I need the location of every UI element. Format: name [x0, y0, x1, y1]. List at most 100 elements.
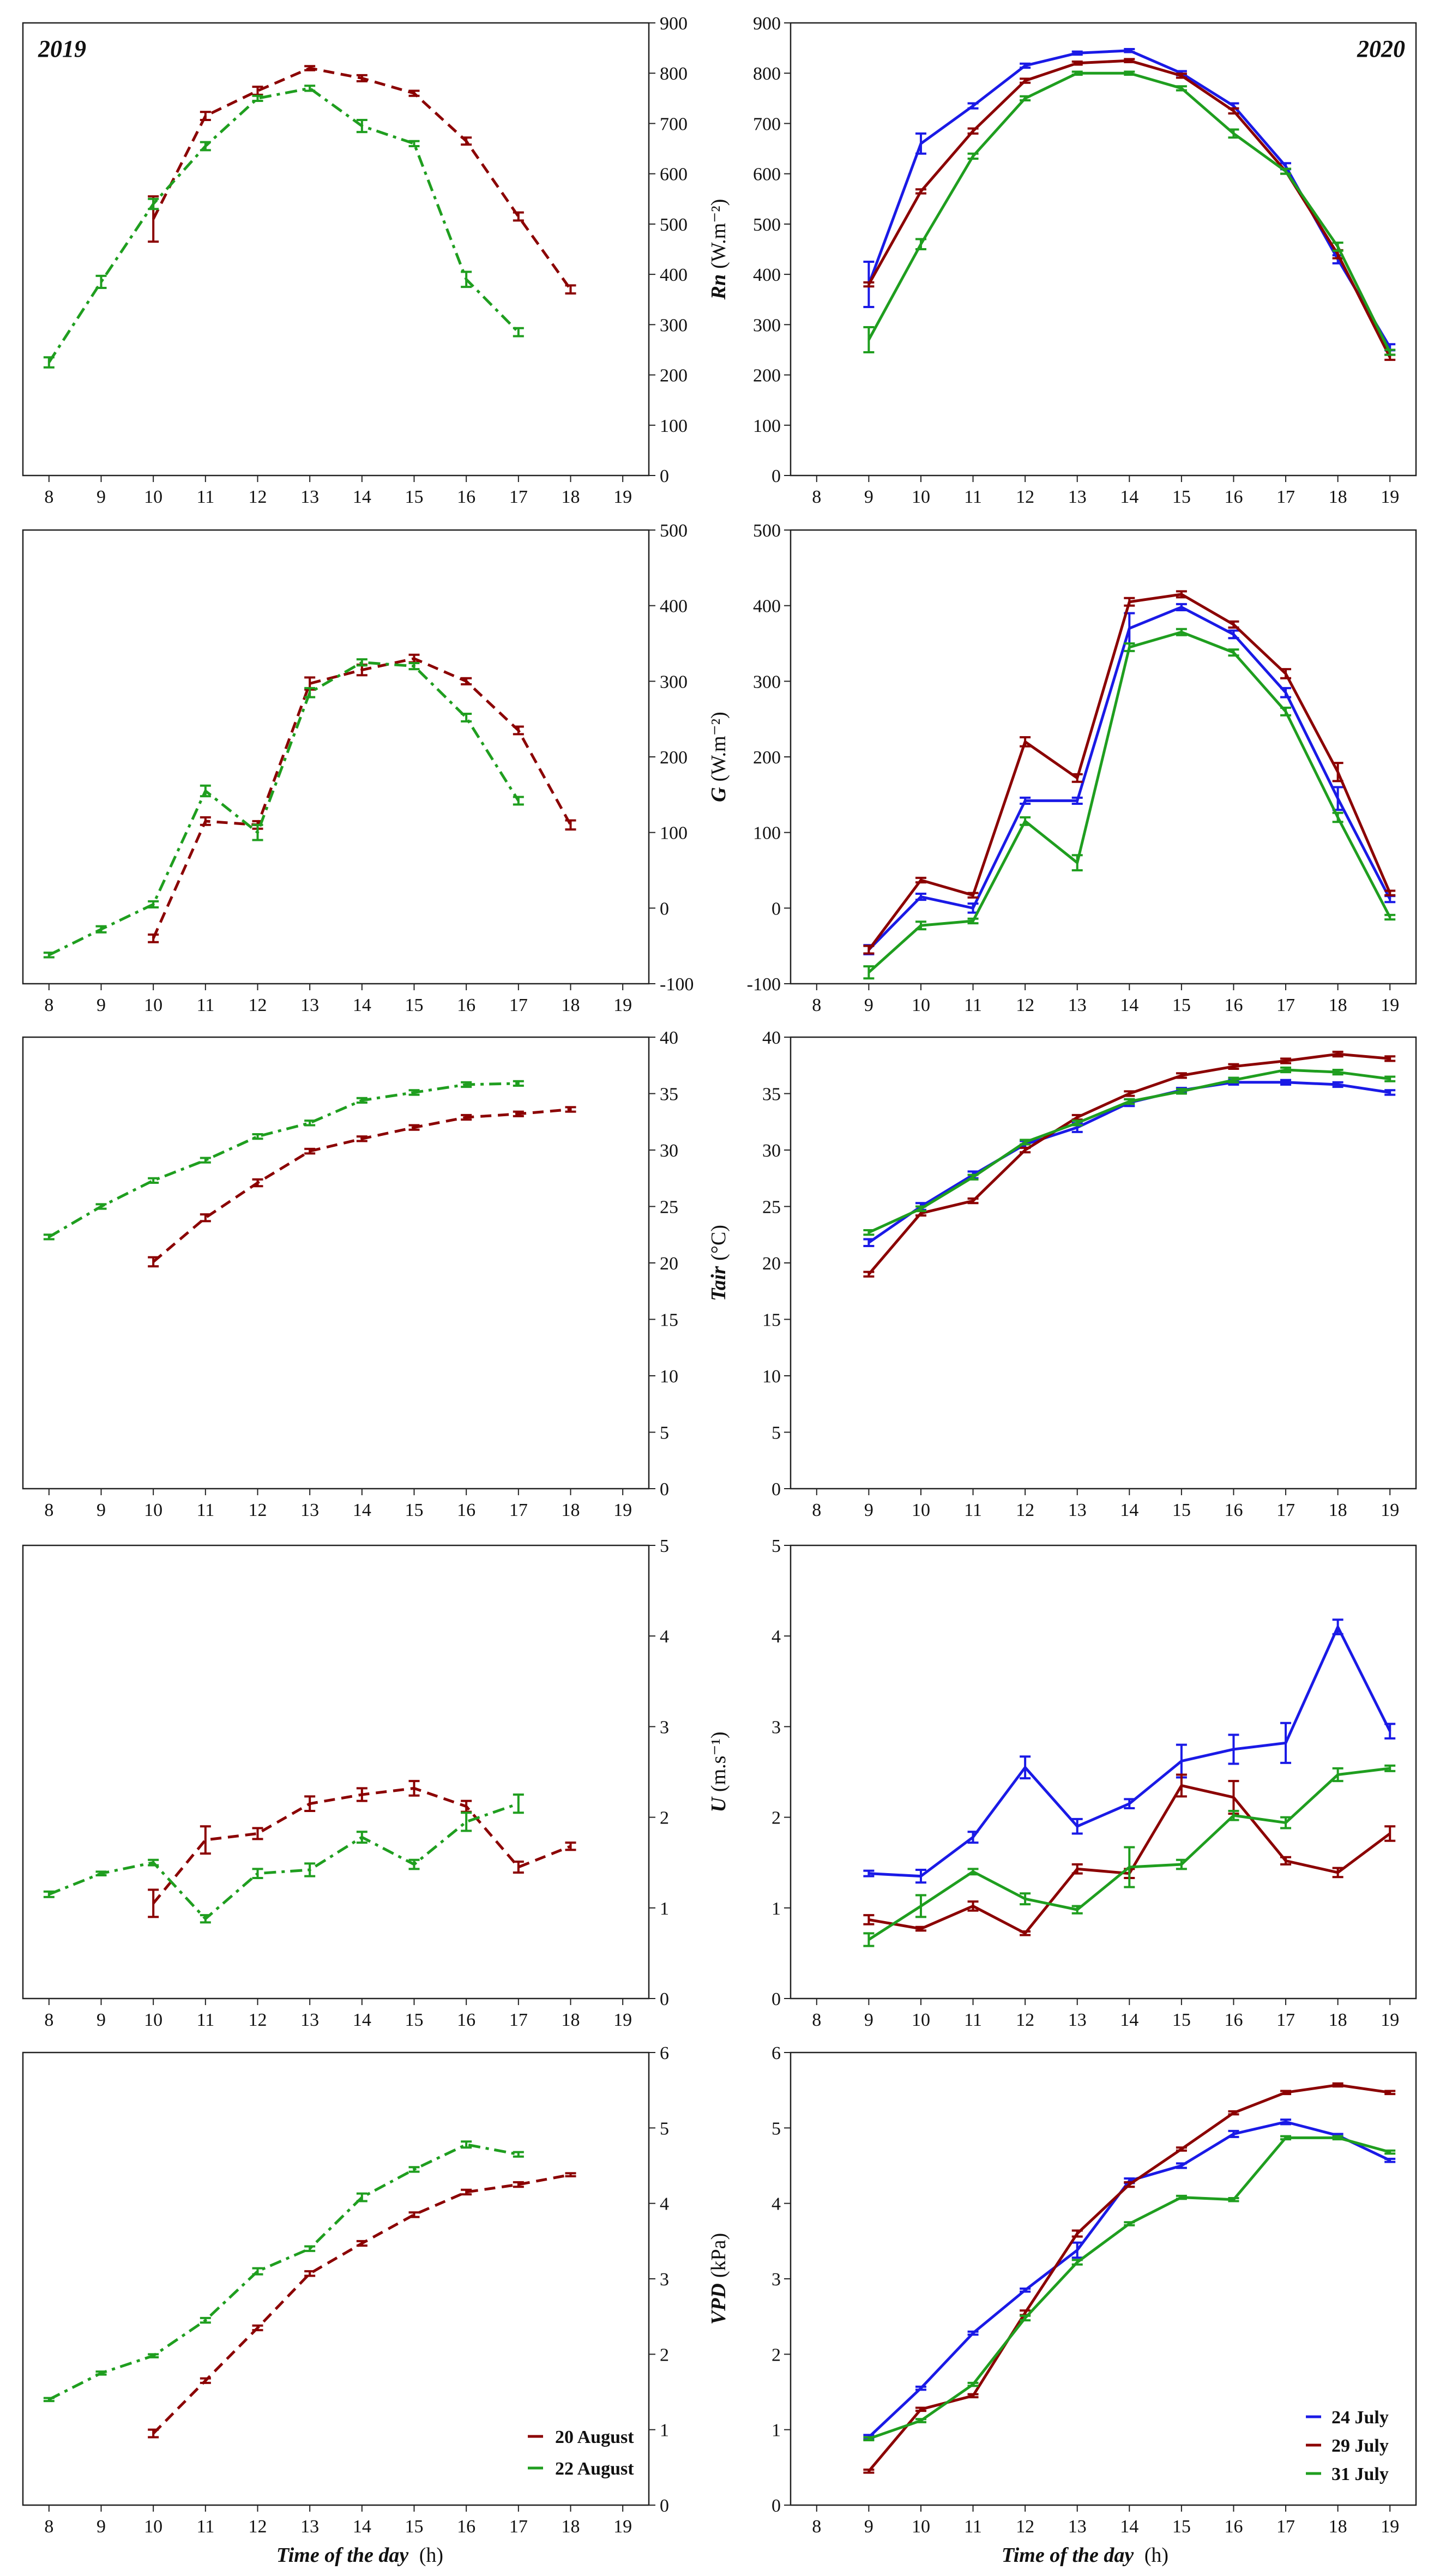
x-tick-label: 8	[812, 995, 821, 1015]
legend-label-22-august: 22 August	[555, 2459, 634, 2479]
y-tick-label: 2	[660, 1808, 669, 1828]
x-axis-title-2019: Time of the day (h)	[276, 2544, 443, 2567]
x-tick-label: 15	[1172, 1500, 1191, 1520]
series-22-august	[43, 2140, 524, 2403]
error-bar	[408, 1124, 420, 1131]
error-bar	[1124, 597, 1135, 607]
x-tick-label: 12	[1016, 995, 1034, 1015]
error-bar	[513, 1110, 524, 1117]
series-line	[47, 87, 520, 363]
error-bar	[1332, 1767, 1343, 1783]
error-bar	[1176, 2162, 1187, 2169]
error-bar	[513, 211, 524, 222]
y-tick-label: 100	[660, 823, 688, 844]
error-bar	[863, 1229, 875, 1236]
y-tick-label: 6	[772, 2043, 781, 2063]
y-label-symbol: VPD	[707, 2283, 730, 2325]
y-tick-label: 300	[660, 315, 688, 335]
y-tick-label: 700	[753, 114, 781, 134]
x-tick-label: 12	[249, 1500, 267, 1520]
y-tick-label: -100	[660, 974, 694, 995]
error-bar	[1384, 1089, 1396, 1096]
x-tick-label: 13	[300, 2517, 319, 2537]
error-bar	[1020, 2314, 1031, 2322]
x-tick-label: 10	[144, 2010, 162, 2030]
legend-2020: 24 July 29 July 31 July	[1306, 2408, 1389, 2484]
x-tick-label: 16	[1224, 487, 1243, 507]
y-tick-label: 0	[660, 1479, 669, 1500]
x-tick-label: 16	[457, 2010, 475, 2030]
x-tick-label: 8	[812, 1500, 821, 1520]
y-tick-label: 20	[660, 1254, 678, 1274]
error-bar	[513, 1080, 524, 1087]
x-tick-label: 14	[1120, 2517, 1138, 2537]
error-bar	[915, 920, 926, 931]
error-bar	[565, 819, 576, 831]
x-tick-label: 17	[509, 995, 528, 1015]
error-bar	[1280, 1856, 1292, 1866]
error-bar	[967, 2330, 979, 2336]
error-bar	[1384, 2149, 1396, 2155]
x-tick-label: 14	[353, 2010, 371, 2030]
y-tick-label: 900	[753, 14, 781, 34]
x-axis-title-2020: Time of the day (h)	[1002, 2544, 1168, 2567]
x-tick-label: 11	[964, 2010, 982, 2030]
x-tick-label: 18	[1329, 2517, 1347, 2537]
y-axis-label: Tair (°C)	[707, 1225, 730, 1301]
legend-label-24-july: 24 July	[1331, 2408, 1389, 2428]
series-22-august	[43, 1080, 524, 1241]
error-bar	[200, 141, 211, 152]
error-bar	[513, 2181, 524, 2188]
x-tick-label: 19	[613, 995, 632, 1015]
error-bar	[1228, 1063, 1239, 1070]
series-29-july	[863, 590, 1396, 955]
x-tick-label: 12	[1016, 487, 1034, 507]
error-bar	[1280, 668, 1292, 679]
y-tick-label: 5	[660, 1536, 669, 1556]
error-bar	[461, 270, 472, 288]
x-tick-label: 17	[1276, 2517, 1295, 2537]
x-tick-label: 15	[1172, 2517, 1191, 2537]
y-tick-label: 15	[762, 1310, 781, 1331]
x-tick-label: 16	[457, 2517, 475, 2537]
x-tick-label: 17	[509, 487, 528, 507]
error-bar	[1228, 2196, 1239, 2202]
y-tick-label: 3	[772, 1717, 781, 1737]
error-bar	[1020, 1930, 1031, 1936]
y-tick-label: 0	[660, 2496, 669, 2516]
error-bar	[1332, 1081, 1343, 1088]
error-bar	[1176, 603, 1187, 611]
error-bar	[304, 1120, 316, 1127]
panel-tair-2020: 8 9 10 11 12 13 14 15 16 17 18 19 0 5 10 15 20 25 30 35 40 Ta…	[707, 1028, 1417, 1520]
panel-g-2020: 8 9 10 11 12 13 14 15 16 17 18 19 -100 0 100 200 300 400 5…	[707, 521, 1417, 1015]
y-tick-label: 40	[660, 1028, 678, 1048]
x-tick-label: 15	[405, 2517, 424, 2537]
error-bar	[1176, 73, 1187, 79]
legend-2019: 20 August 22 August	[528, 2427, 634, 2479]
error-bar	[967, 1197, 979, 1205]
error-bar	[1280, 2118, 1292, 2126]
x-tick-label: 16	[457, 1500, 475, 1520]
x-tick-label: 19	[1381, 487, 1399, 507]
error-bar	[1228, 128, 1239, 139]
x-tick-label: 13	[300, 1500, 319, 1520]
error-bar	[95, 1203, 107, 1210]
error-bar	[915, 1205, 926, 1212]
error-bar	[1176, 1072, 1187, 1079]
y-tick-label: 400	[660, 597, 688, 617]
y-tick-label: 2	[772, 1808, 781, 1828]
error-bar	[565, 1106, 576, 1113]
error-bar	[1020, 1892, 1031, 1906]
error-bar	[1124, 1798, 1135, 1809]
panel-rn-2020: 8 9 10 11 12 13 14 15 16 17 18 19 0 100 200 300 400 500 60…	[707, 14, 1417, 507]
error-bar	[356, 118, 367, 134]
y-tick-label: 35	[660, 1085, 678, 1105]
x-tick-label: 9	[97, 2517, 106, 2537]
x-title-unit: (h)	[419, 2544, 443, 2567]
error-bar	[513, 1861, 524, 1874]
y-axis-label: VPD (kPa)	[707, 2233, 730, 2325]
x-tick-label: 16	[457, 487, 475, 507]
error-bar	[1071, 2229, 1083, 2238]
